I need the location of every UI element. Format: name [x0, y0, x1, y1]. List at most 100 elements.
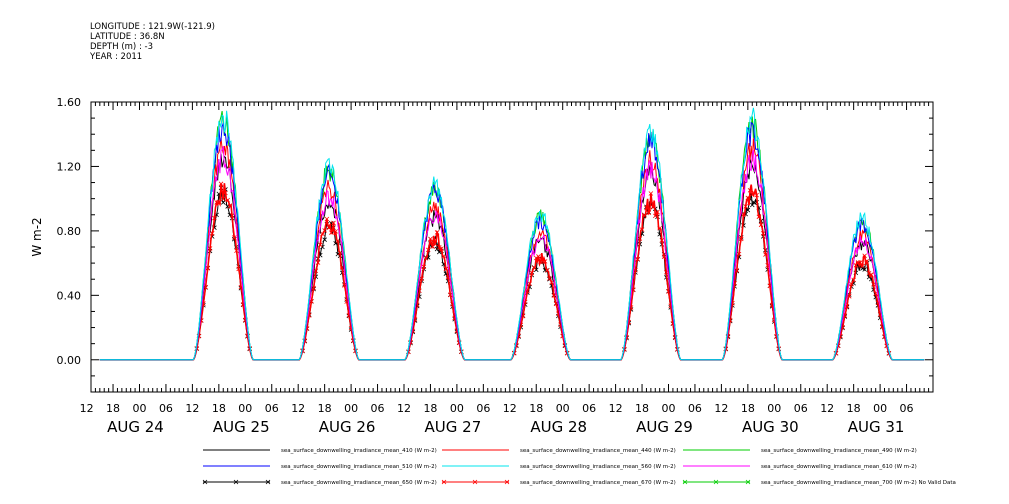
x-hour-tick-label: 12 — [503, 402, 517, 415]
x-hour-tick-label: 06 — [582, 402, 596, 415]
legend-entry-label: sea_surface_downwelling_irradiance_mean_… — [761, 448, 917, 454]
series-line-4 — [99, 107, 925, 361]
x-day-label: AUG 30 — [742, 418, 799, 436]
legend-entry-label: sea_surface_downwelling_irradiance_mean_… — [761, 464, 917, 470]
series-marker-7 — [659, 237, 665, 243]
legend-marker — [265, 479, 271, 485]
series-marker-7 — [423, 256, 429, 261]
series-marker-7 — [434, 230, 440, 235]
series-marker-7 — [207, 246, 213, 251]
series-marker-7 — [652, 213, 658, 219]
x-day-label: AUG 26 — [319, 418, 376, 436]
series-line-0 — [99, 153, 925, 361]
x-hour-tick-label: 00 — [238, 402, 252, 415]
x-hour-tick-label: 18 — [423, 402, 437, 415]
legend-marker — [202, 479, 208, 485]
series-marker-7 — [851, 277, 856, 283]
x-hour-tick-label: 12 — [714, 402, 728, 415]
series-marker-7 — [639, 227, 645, 232]
y-axis-label: W m-2 — [30, 217, 44, 256]
x-hour-tick-label: 12 — [185, 402, 199, 415]
series-marker-7 — [758, 222, 764, 228]
series-marker-6 — [745, 207, 751, 213]
series-marker-7 — [220, 196, 226, 202]
series-marker-7 — [655, 209, 660, 215]
series-marker-7 — [661, 254, 667, 259]
series-marker-7 — [223, 190, 228, 196]
x-hour-tick-label: 12 — [397, 402, 411, 415]
series-marker-7 — [205, 265, 211, 271]
series-marker-7 — [229, 213, 235, 218]
series-marker-7 — [234, 248, 239, 254]
series-line-5 — [99, 145, 925, 361]
longitude-text: LONGITUDE : 121.9W(-121.9) — [90, 22, 215, 32]
x-hour-tick-label: 12 — [80, 402, 94, 415]
series-marker-7 — [533, 255, 539, 261]
legend-entry-label: sea_surface_downwelling_irradiance_mean_… — [520, 464, 676, 470]
y-tick-label: 0.80 — [57, 225, 82, 238]
series-marker-7 — [331, 220, 336, 226]
series-marker-7 — [871, 282, 876, 287]
legend-marker — [233, 479, 239, 485]
series-marker-7 — [225, 197, 230, 203]
x-hour-tick-label: 18 — [741, 402, 755, 415]
x-hour-tick-label: 06 — [688, 402, 702, 415]
series-marker-7 — [648, 191, 654, 196]
y-tick-label: 1.20 — [57, 160, 82, 173]
series-marker-7 — [527, 281, 532, 287]
series-marker-7 — [529, 270, 535, 276]
series-marker-7 — [749, 191, 755, 197]
series-marker-7 — [443, 266, 449, 272]
x-hour-tick-label: 18 — [847, 402, 861, 415]
series-marker-7 — [531, 265, 537, 271]
x-day-label: AUG 31 — [848, 418, 905, 436]
series-marker-7 — [864, 259, 870, 264]
legend-marker — [441, 479, 447, 485]
x-hour-tick-label: 06 — [476, 402, 490, 415]
latitude-text: LATITUDE : 36.8N — [90, 32, 165, 42]
series-marker-7 — [227, 204, 233, 209]
series-marker-7 — [862, 253, 867, 259]
series-marker-7 — [754, 192, 759, 198]
series-marker-7 — [644, 205, 649, 211]
legend-marker — [713, 479, 719, 485]
series-marker-7 — [551, 293, 557, 298]
series-marker-7 — [641, 213, 647, 219]
series-marker-7 — [333, 229, 338, 234]
series-marker-7 — [736, 251, 742, 257]
plot-frame — [90, 101, 934, 393]
x-hour-tick-label: 06 — [265, 402, 279, 415]
series-marker-7 — [315, 260, 321, 265]
series-marker-7 — [448, 292, 453, 298]
series-marker-7 — [441, 253, 446, 259]
series-marker-7 — [650, 204, 656, 210]
series-marker-7 — [635, 256, 640, 262]
x-hour-tick-label: 18 — [635, 402, 649, 415]
series-marker-6 — [220, 200, 226, 205]
depth-text: DEPTH (m) : -3 — [90, 42, 153, 52]
series-marker-7 — [756, 214, 762, 220]
dataset-metadata: LONGITUDE : 121.9W(-121.9) LATITUDE : 36… — [90, 22, 215, 62]
series-marker-7 — [326, 225, 332, 230]
x-day-label: AUG 27 — [425, 418, 482, 436]
x-hour-tick-label: 06 — [371, 402, 385, 415]
y-tick-label: 0.40 — [57, 289, 82, 302]
legend-entry-label: sea_surface_downwelling_irradiance_mean_… — [281, 480, 437, 486]
x-hour-tick-label: 00 — [344, 402, 358, 415]
series-marker-7 — [324, 216, 330, 222]
x-hour-tick-label: 06 — [794, 402, 808, 415]
series-marker-7 — [747, 188, 753, 193]
x-day-label: AUG 29 — [636, 418, 693, 436]
series-marker-7 — [657, 225, 662, 231]
legend-entry-label: sea_surface_downwelling_irradiance_mean_… — [761, 480, 956, 486]
x-hour-tick-label: 00 — [450, 402, 464, 415]
series-marker-7 — [209, 231, 215, 236]
series-marker-7 — [328, 230, 334, 235]
series-marker-7 — [544, 267, 550, 273]
series-marker-7 — [547, 276, 552, 281]
series-marker-7 — [542, 259, 548, 264]
year-text: YEAR : 2011 — [90, 52, 143, 62]
x-hour-tick-label: 06 — [159, 402, 173, 415]
series-marker-7 — [763, 252, 768, 257]
